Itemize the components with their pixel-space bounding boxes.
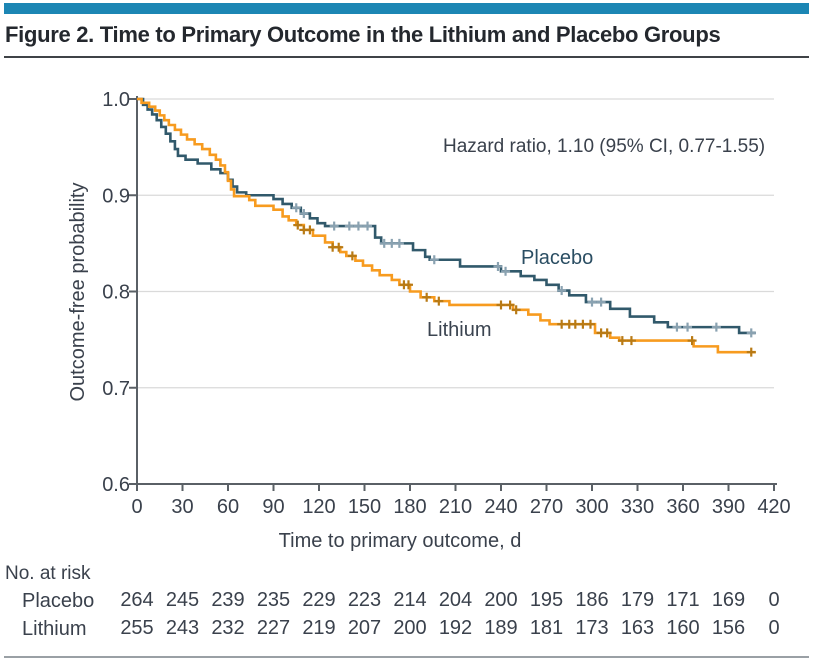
svg-text:120: 120: [302, 496, 335, 518]
y-axis-title: Outcome-free probability: [67, 182, 89, 402]
axes: [129, 96, 777, 491]
svg-text:181: 181: [530, 617, 563, 639]
svg-text:390: 390: [712, 496, 745, 518]
svg-text:240: 240: [484, 496, 517, 518]
risk-table-header: No. at risk: [5, 563, 91, 584]
svg-text:360: 360: [666, 496, 699, 518]
svg-text:330: 330: [621, 496, 654, 518]
risk-counts-placebo: 264 245 239 235 229 223 214 204 200 195 186 179 171 1…: [120, 589, 779, 611]
svg-text:235: 235: [257, 589, 290, 611]
x-axis-tick-labels: 0 30 60 90 120 150 180 210 240 270 300 330 360 390 420: [131, 496, 790, 518]
svg-text:90: 90: [262, 496, 284, 518]
svg-text:171: 171: [666, 589, 699, 611]
svg-text:420: 420: [757, 496, 790, 518]
svg-text:200: 200: [484, 589, 517, 611]
svg-text:0.6: 0.6: [102, 474, 130, 496]
svg-text:0: 0: [768, 589, 779, 611]
svg-text:179: 179: [621, 589, 654, 611]
svg-text:195: 195: [530, 589, 563, 611]
svg-text:255: 255: [120, 617, 153, 639]
svg-text:229: 229: [302, 589, 335, 611]
svg-text:169: 169: [712, 589, 745, 611]
risk-counts-lithium: 255 243 232 227 219 207 200 192 189 181 173 163 160 1…: [120, 617, 779, 639]
hazard-ratio-annotation: Hazard ratio, 1.10 (95% CI, 0.77-1.55): [443, 136, 766, 157]
svg-text:239: 239: [211, 589, 244, 611]
svg-text:200: 200: [393, 617, 426, 639]
svg-text:219: 219: [302, 617, 335, 639]
svg-text:60: 60: [217, 496, 239, 518]
svg-text:245: 245: [166, 589, 199, 611]
risk-row-label-lithium: Lithium: [22, 618, 87, 640]
risk-row-label-placebo: Placebo: [22, 590, 95, 612]
figure-accent-bar: [4, 3, 809, 14]
svg-text:186: 186: [575, 589, 608, 611]
placebo-censor-marks: [291, 203, 756, 338]
svg-text:214: 214: [393, 589, 426, 611]
svg-text:300: 300: [575, 496, 608, 518]
svg-text:1.0: 1.0: [102, 89, 130, 111]
svg-text:0: 0: [768, 617, 779, 639]
svg-text:173: 173: [575, 617, 608, 639]
svg-text:163: 163: [621, 617, 654, 639]
svg-text:223: 223: [348, 589, 381, 611]
svg-text:30: 30: [171, 496, 193, 518]
svg-text:150: 150: [348, 496, 381, 518]
svg-text:0.7: 0.7: [102, 378, 130, 400]
placebo-curve: [137, 97, 756, 335]
placebo-curve-label: Placebo: [521, 247, 594, 269]
svg-text:0.8: 0.8: [102, 282, 130, 304]
y-axis-tick-labels: 1.0 0.9 0.8 0.7 0.6: [102, 89, 130, 496]
svg-text:0: 0: [131, 496, 142, 518]
svg-text:264: 264: [120, 589, 153, 611]
svg-text:189: 189: [484, 617, 517, 639]
svg-text:210: 210: [439, 496, 472, 518]
x-axis-title: Time to primary outcome, d: [278, 530, 522, 552]
svg-text:270: 270: [530, 496, 563, 518]
svg-text:227: 227: [257, 617, 290, 639]
svg-text:232: 232: [211, 617, 244, 639]
svg-text:180: 180: [393, 496, 426, 518]
title-divider: [4, 56, 809, 58]
svg-text:204: 204: [439, 589, 472, 611]
svg-text:160: 160: [666, 617, 699, 639]
svg-text:192: 192: [439, 617, 472, 639]
lithium-censor-marks: [293, 220, 756, 357]
svg-text:156: 156: [712, 617, 745, 639]
bottom-divider: [4, 656, 809, 658]
lithium-curve-label: Lithium: [427, 319, 492, 341]
figure-title: Figure 2. Time to Primary Outcome in the…: [5, 22, 721, 47]
svg-text:207: 207: [348, 617, 381, 639]
svg-text:243: 243: [166, 617, 199, 639]
svg-text:0.9: 0.9: [102, 185, 130, 207]
